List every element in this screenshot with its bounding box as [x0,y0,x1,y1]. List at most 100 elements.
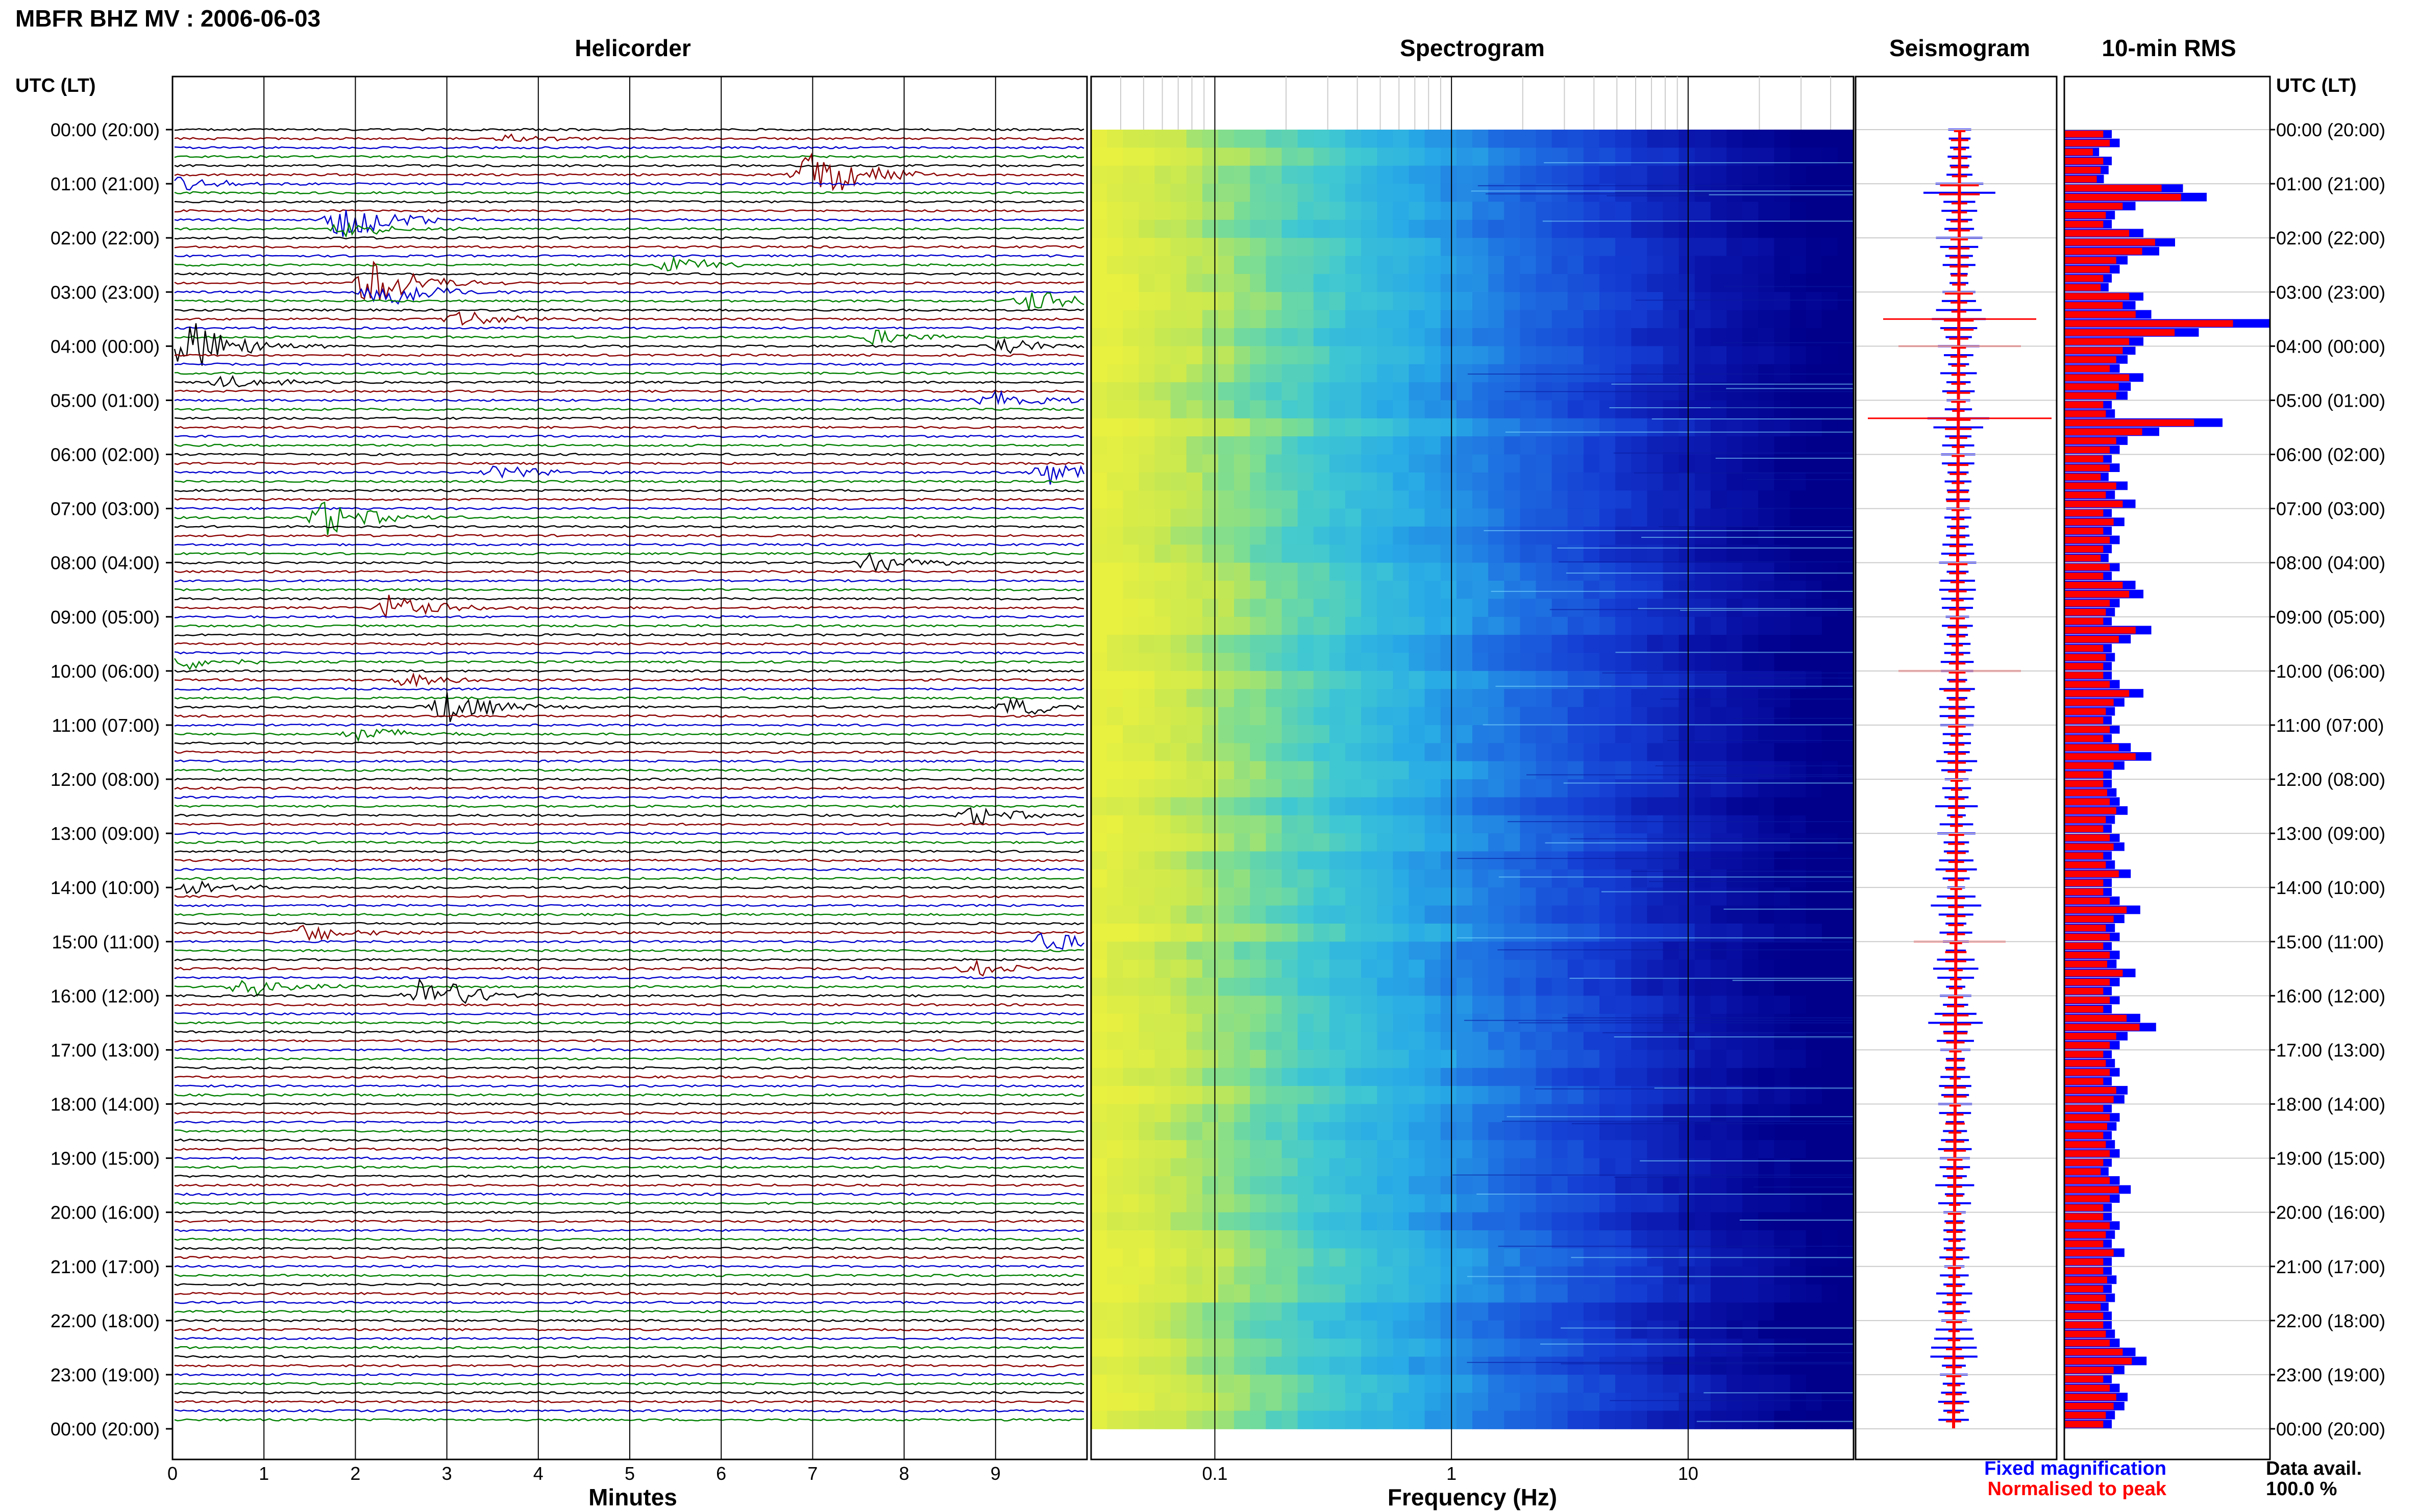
spectrogram-cell [1313,797,1330,816]
spectrogram-cell [1599,1194,1616,1213]
spectrogram-cell [1567,689,1584,708]
spectrogram-cell [1266,364,1282,383]
spectrogram-cell [1504,508,1521,527]
spectrogram-cell [1456,147,1473,166]
spectrogram-cell [1123,328,1140,347]
spectrogram-cell [1726,599,1743,617]
spectrogram-cell [1567,815,1584,834]
spectrogram-cell [1250,707,1267,726]
spectrogram-cell [1790,905,1807,924]
spectrogram-cell [1218,959,1235,978]
spectrogram-cell [1250,1158,1267,1177]
spectrogram-cell [1583,1284,1600,1303]
rms-bar-normalised [2064,1276,2107,1283]
spectrogram-cell [1710,887,1727,906]
spectrogram-cell [1488,725,1504,744]
spectrogram-cell [1631,130,1648,148]
spectrogram-cell [1472,653,1489,672]
spectrogram-cell [1329,1356,1346,1375]
spectrogram-cell [1424,130,1441,148]
spectrogram-cell [1123,689,1140,708]
spectrogram-cell [1377,1339,1394,1357]
spectrogram-cell [1694,1194,1711,1213]
spectrogram-cell [1170,1013,1187,1032]
spectrogram-cell [1377,1393,1394,1411]
spectrogram-cell [1488,1266,1504,1285]
spectrogram-cell [1345,797,1362,816]
spectrogram-cell [1218,165,1235,184]
spectrogram-cell [1202,1068,1219,1086]
spectrogram-cell [1631,743,1648,762]
spectrogram-cell [1615,851,1632,870]
spectrogram-cell [1234,978,1250,997]
spectrogram-cell [1790,436,1807,455]
spectrogram-cell [1170,1104,1187,1123]
spectrogram-cell [1837,130,1854,148]
spectrogram-cell [1821,1122,1838,1141]
spectrogram-cell [1297,1302,1314,1321]
spectrogram-cell [1456,1248,1473,1267]
spectrogram-cell [1377,346,1394,365]
spectrogram-cell [1281,725,1298,744]
spectrogram-cell [1154,887,1171,906]
spectrogram-cell [1758,1032,1775,1051]
spectrogram-cell [1218,256,1235,275]
spectrogram-cell [1837,996,1854,1014]
spectrogram-cell [1393,815,1410,834]
spectrogram-cell [1567,454,1584,473]
spectrogram-cell [1679,436,1695,455]
spectrogram-cell [1583,923,1600,943]
spectrogram-cell [1186,562,1203,581]
spectrogram-cell [1583,1050,1600,1069]
spectrogram-cell [1742,1302,1759,1321]
spectrogram-cell [1726,869,1743,888]
spectrogram-cell [1694,328,1711,347]
spectrogram-cell [1139,256,1155,275]
spectrogram-cell [1694,978,1711,997]
spectrogram-cell [1520,1410,1537,1429]
time-tick-right: 20:00 (16:00) [2276,1202,2385,1223]
spectrogram-cell [1520,147,1537,166]
spectrogram-cell [1567,905,1584,924]
spectrogram-cell [1297,1013,1314,1032]
spectrogram-cell [1551,1194,1568,1213]
spectrogram-cell [1250,147,1267,166]
x-axis-ticks: 0 1 2 3 4 5 6 7 8 9 0.1 1 10 [167,1463,1698,1484]
spectrogram-cell [1472,996,1489,1014]
spectrogram-cell [1615,1393,1632,1411]
spectrogram-cell [1694,364,1711,383]
spectrogram-cell [1710,869,1727,888]
spectrogram-cell [1091,1140,1107,1159]
spectrogram-cell [1520,1122,1537,1141]
spectrogram-cell [1154,1212,1171,1231]
spectrogram-cell [1250,400,1267,419]
spectrogram-cell [1218,635,1235,654]
spectrogram-cell [1504,1013,1521,1032]
spectrogram-cell [1170,346,1187,365]
spectrogram-cell [1329,653,1346,672]
spectrogram-cell [1615,761,1632,780]
spectrogram-cell [1139,1086,1155,1105]
spectrogram-cell [1663,418,1680,437]
spectrogram-cell [1837,1212,1854,1231]
spectrogram-cell [1154,761,1171,780]
spectrogram-cell [1821,310,1838,329]
spectrogram-cell [1329,797,1346,816]
spectrogram-cell [1488,851,1504,870]
spectrogram-cell [1329,599,1346,617]
spectrogram-cell [1281,761,1298,780]
spectrogram-cell [1726,797,1743,816]
spectrogram-cell [1599,544,1616,563]
spectrogram-cell [1790,238,1807,257]
spectrogram-cell [1790,526,1807,546]
spectrogram-cell [1790,887,1807,906]
spectrogram-cell [1139,1284,1155,1303]
spectrogram-cell [1250,165,1267,184]
spectrogram-cell [1472,1410,1489,1429]
spectrogram-cell [1774,346,1791,365]
spectrogram-cell [1472,725,1489,744]
spectrogram-cell [1456,256,1473,275]
spectrogram-cell [1536,1374,1552,1394]
spectrogram-cell [1456,1339,1473,1357]
spectrogram-cell [1154,1176,1171,1195]
